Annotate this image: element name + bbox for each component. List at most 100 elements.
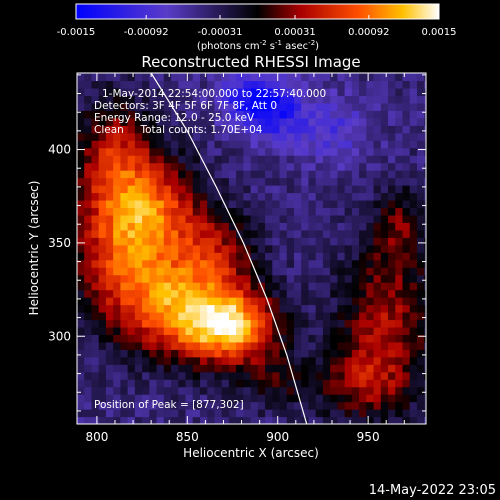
heatmap-cell: [380, 297, 389, 306]
heatmap-cell: [149, 237, 158, 246]
heatmap-cell: [113, 394, 121, 403]
heatmap-cell: [402, 192, 411, 201]
heatmap-cell: [344, 416, 353, 424]
heatmap-cell: [322, 394, 331, 403]
heatmap-cell: [214, 132, 223, 141]
heatmap-cell: [142, 311, 150, 321]
heatmap-cell: [330, 117, 338, 126]
heatmap-cell: [228, 110, 237, 119]
heatmap-cell: [366, 95, 375, 104]
heatmap-cell: [243, 319, 252, 328]
heatmap-cell: [221, 199, 230, 209]
heatmap-cell: [142, 177, 150, 186]
heatmap-cell: [91, 229, 100, 238]
heatmap-cell: [416, 87, 425, 97]
heatmap-cell: [380, 341, 389, 350]
heatmap-cell: [221, 297, 230, 306]
heatmap-cell: [178, 177, 187, 186]
heatmap-cell: [322, 364, 331, 373]
heatmap-cell: [149, 252, 158, 261]
heatmap-cell: [373, 87, 382, 97]
heatmap-cell: [416, 132, 425, 141]
heatmap-cell: [199, 95, 208, 104]
heatmap-cell: [395, 297, 404, 306]
heatmap-cell: [388, 132, 396, 141]
heatmap-cell: [84, 162, 93, 171]
heatmap-cell: [149, 229, 158, 238]
heatmap-cell: [142, 192, 150, 201]
heatmap-cell: [380, 162, 389, 171]
heatmap-cell: [424, 297, 426, 306]
heatmap-cell: [344, 117, 353, 126]
heatmap-cell: [91, 177, 100, 186]
heatmap-cell: [134, 244, 143, 253]
heatmap-cell: [373, 334, 382, 343]
heatmap-cell: [149, 117, 158, 126]
heatmap-cell: [359, 192, 367, 201]
heatmap-cell: [214, 222, 223, 231]
heatmap-cell: [185, 222, 194, 231]
heatmap-cell: [105, 319, 114, 328]
heatmap-cell: [250, 214, 259, 223]
heatmap-cell: [330, 87, 338, 97]
heatmap-cell: [286, 379, 295, 388]
heatmap-cell: [330, 125, 338, 134]
heatmap-cell: [236, 147, 244, 156]
heatmap-cell: [409, 117, 418, 126]
heatmap-cell: [84, 95, 93, 104]
heatmap-cell: [171, 125, 179, 134]
heatmap-cell: [380, 214, 389, 223]
heatmap-cell: [402, 162, 411, 171]
heatmap-cell: [279, 185, 288, 194]
heatmap-cell: [243, 252, 252, 261]
heatmap-cell: [207, 199, 216, 209]
heatmap-cell: [228, 162, 237, 171]
heatmap-cell: [214, 140, 223, 149]
heatmap-cell: [366, 364, 375, 373]
heatmap-cell: [322, 214, 331, 223]
heatmap-cell: [149, 282, 158, 291]
heatmap-cell: [330, 356, 338, 365]
heatmap-cell: [322, 185, 331, 194]
heatmap-cell: [77, 110, 85, 119]
heatmap-cell: [308, 371, 317, 380]
heatmap-cell: [207, 87, 216, 97]
heatmap-cell: [330, 80, 338, 89]
heatmap-cell: [113, 371, 121, 380]
heatmap-cell: [293, 311, 302, 321]
heatmap-cell: [243, 244, 252, 253]
heatmap-cell: [120, 326, 129, 335]
heatmap-cell: [192, 199, 201, 209]
heatmap-cell: [120, 214, 129, 223]
heatmap-cell: [171, 274, 179, 283]
heatmap-cell: [113, 147, 121, 156]
heatmap-cell: [388, 364, 396, 373]
heatmap-cell: [308, 356, 317, 365]
heatmap-cell: [250, 252, 259, 261]
heatmap-cell: [315, 386, 324, 395]
heatmap-cell: [337, 102, 346, 111]
heatmap-cell: [156, 244, 165, 253]
heatmap-cell: [171, 207, 179, 216]
heatmap-cell: [301, 371, 310, 380]
heatmap-cell: [243, 147, 252, 156]
heatmap-cell: [84, 386, 93, 395]
heatmap-cell: [395, 147, 404, 156]
heatmap-cell: [257, 409, 266, 418]
heatmap-cell: [221, 229, 230, 238]
heatmap-cell: [91, 147, 100, 156]
heatmap-cell: [163, 326, 172, 335]
heatmap-cell: [163, 73, 172, 82]
heatmap-cell: [120, 364, 129, 373]
heatmap-cell: [113, 102, 121, 111]
heatmap-cell: [163, 87, 172, 97]
heatmap-cell: [192, 177, 201, 186]
heatmap-cell: [301, 229, 310, 238]
heatmap-cell: [250, 304, 259, 313]
heatmap-cell: [366, 319, 375, 328]
heatmap-cell: [308, 252, 317, 261]
heatmap-cell: [257, 170, 266, 179]
heatmap-cell: [265, 95, 273, 104]
heatmap-cell: [214, 207, 223, 216]
